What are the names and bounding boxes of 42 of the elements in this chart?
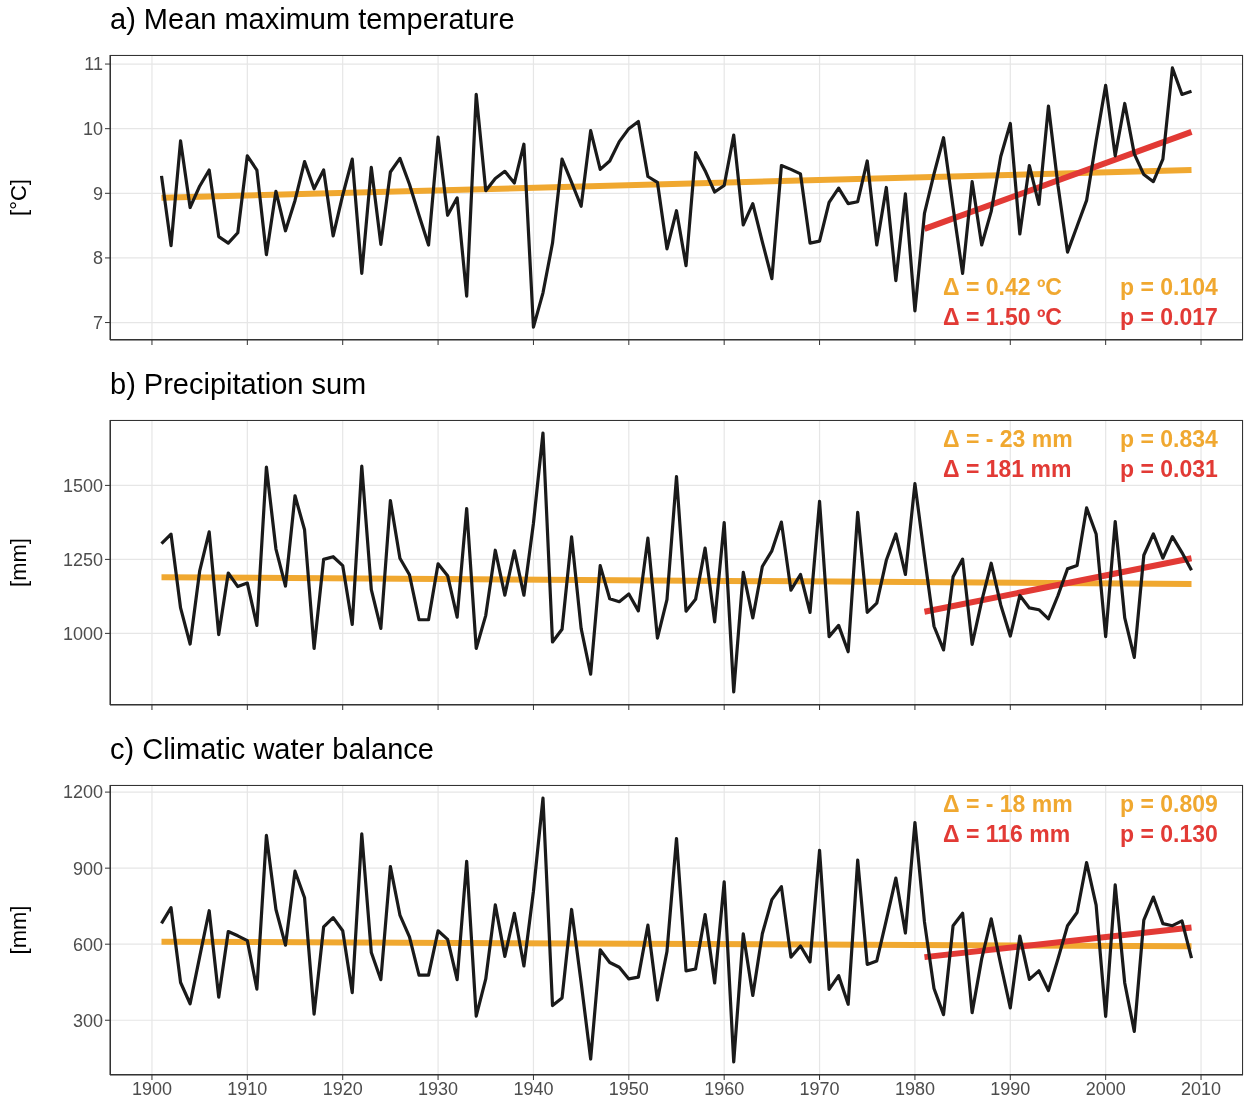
annotation: p = 0.017: [1120, 304, 1218, 331]
y-tick-label: 1200: [62, 782, 103, 803]
annotation: Δ = 181 mm: [943, 456, 1072, 483]
x-tick-label: 1970: [799, 1078, 840, 1099]
annotation: p = 0.130: [1120, 821, 1218, 848]
x-tick-label: 1920: [322, 1078, 363, 1099]
chart-title: a) Mean maximum temperature: [110, 3, 515, 36]
annotation: Δ = 1.50 ºC: [943, 304, 1062, 331]
x-tick-label: 1960: [704, 1078, 745, 1099]
annotation: p = 0.834: [1120, 426, 1218, 453]
x-tick-label: 2000: [1085, 1078, 1126, 1099]
y-tick-label: 600: [72, 934, 103, 955]
x-tick-label: 1950: [608, 1078, 649, 1099]
y-tick-label: 300: [72, 1010, 103, 1031]
annotation: Δ = - 23 mm: [943, 426, 1073, 453]
y-tick-label: 1250: [62, 549, 103, 570]
y-tick-label: 1000: [62, 623, 103, 644]
x-tick-label: 1930: [418, 1078, 459, 1099]
annotation: Δ = 0.42 ºC: [943, 274, 1062, 301]
y-axis-title: [mm]: [5, 905, 31, 955]
annotation: p = 0.809: [1120, 791, 1218, 818]
x-tick-label: 1910: [227, 1078, 268, 1099]
annotation: p = 0.031: [1120, 456, 1218, 483]
y-tick-label: 9: [92, 183, 103, 204]
y-tick-label: 1500: [62, 475, 103, 496]
annotation: Δ = 116 mm: [943, 821, 1071, 848]
x-tick-label: 1900: [131, 1078, 172, 1099]
chart-title: c) Climatic water balance: [110, 733, 434, 766]
y-tick-label: 900: [72, 858, 103, 879]
y-tick-label: 7: [92, 312, 103, 333]
chart-title: b) Precipitation sum: [110, 368, 367, 401]
annotation: Δ = - 18 mm: [943, 791, 1073, 818]
x-tick-label: 1990: [990, 1078, 1031, 1099]
x-tick-label: 1980: [894, 1078, 935, 1099]
y-tick-label: 10: [82, 119, 103, 140]
y-tick-label: 11: [84, 54, 103, 75]
x-tick-label: 1940: [513, 1078, 554, 1099]
x-tick-label: 2010: [1181, 1078, 1222, 1099]
y-axis-title: [°C]: [5, 179, 31, 216]
annotation: p = 0.104: [1120, 274, 1218, 301]
y-axis-title: [mm]: [5, 538, 31, 587]
y-tick-label: 8: [92, 248, 103, 269]
